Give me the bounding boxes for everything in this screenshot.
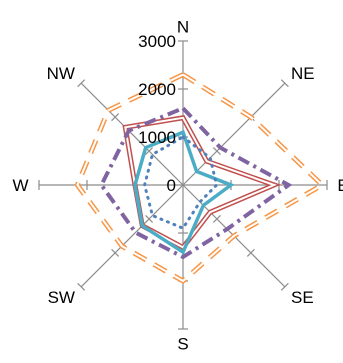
series-3-polygon: [133, 129, 235, 255]
category-label-s: S: [177, 334, 188, 353]
series-1-inner: [124, 116, 277, 249]
axis-tick-nw: [77, 79, 86, 88]
category-label-n: N: [177, 18, 189, 37]
axis-tick-sw: [77, 282, 86, 291]
series-2-polygon: [99, 105, 293, 260]
axis-spoke-sw: [80, 184, 184, 288]
axis-tick-se: [246, 248, 255, 257]
tick-layer: 0 1000 2000 3000: [138, 32, 176, 195]
series-0: [74, 71, 327, 285]
axis-tick-sw: [111, 248, 120, 257]
series-0-inner: [76, 73, 324, 283]
series-0-polygon: [74, 71, 327, 285]
axis-tick-se: [212, 214, 221, 223]
series-4-polygon: [143, 135, 219, 231]
axis-tick-ne: [212, 147, 221, 156]
category-label-e: E: [337, 176, 343, 195]
radial-tick-label: 0: [167, 176, 176, 195]
axis-tick-nw: [111, 113, 120, 122]
axis-spoke-ne: [182, 82, 286, 186]
axis-tick-ne: [280, 79, 289, 88]
axis-tick-sw: [145, 214, 154, 223]
category-label-nw: NW: [47, 64, 75, 83]
axis-spoke-nw: [80, 82, 184, 186]
series-1: [122, 115, 282, 251]
label-layer: N NE E SE S SW W NW: [13, 18, 343, 354]
axis-tick-nw: [145, 147, 154, 156]
axis-tick-se: [280, 282, 289, 291]
radial-tick-label: 1000: [138, 128, 176, 147]
category-label-ne: NE: [291, 64, 315, 83]
series-layer: [74, 71, 327, 285]
category-label-w: W: [13, 176, 29, 195]
radial-tick-label: 2000: [138, 80, 176, 99]
category-label-se: SE: [291, 288, 314, 307]
category-label-sw: SW: [48, 288, 75, 307]
axes-layer: [38, 40, 328, 330]
radial-tick-label: 3000: [138, 32, 176, 51]
